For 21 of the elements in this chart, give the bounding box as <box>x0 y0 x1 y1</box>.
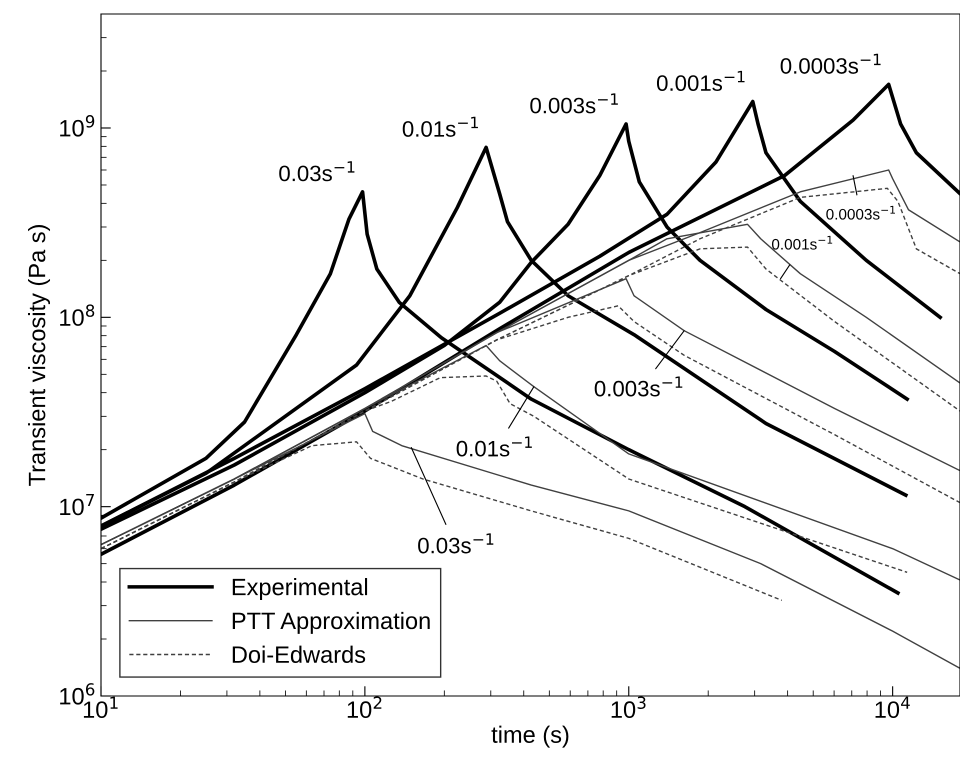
annotation: 0.01s$^{−1}$ <box>402 116 478 137</box>
y-tick-label: 10$^{8}$ <box>60 304 94 326</box>
annotation: 0.0003s$^{−1}$ <box>826 206 895 220</box>
annotation: 0.03s$^{−1}$ <box>279 161 354 182</box>
annotation: 0.003s$^{−1}$ <box>530 93 618 114</box>
y-tick-label: 10$^{7}$ <box>60 494 94 516</box>
x-tick-label: 10$^{4}$ <box>876 696 910 718</box>
y-tick-label: 10$^{9}$ <box>60 115 94 137</box>
annotation: 0.01s$^{−1}$ <box>456 436 532 457</box>
x-axis-title: time (s) <box>492 726 568 748</box>
x-tick-label: 10$^{2}$ <box>348 696 382 718</box>
annotation: 0.001s$^{−1}$ <box>656 70 745 91</box>
legend-label: Doi-Edwards <box>232 646 366 663</box>
annotation: 0.003s$^{−1}$ <box>594 376 682 397</box>
annotation: 0.0003s$^{−1}$ <box>780 54 881 74</box>
annotation: 0.001s$^{−1}$ <box>772 236 832 250</box>
y-axis-title: Transient viscosity (Pa s) <box>28 225 50 486</box>
legend-label: Experimental <box>232 578 368 600</box>
legend-label: PTT Approximation <box>232 612 430 634</box>
annotation: 0.03s$^{−1}$ <box>418 533 494 554</box>
x-tick-label: 10$^{3}$ <box>612 696 646 718</box>
